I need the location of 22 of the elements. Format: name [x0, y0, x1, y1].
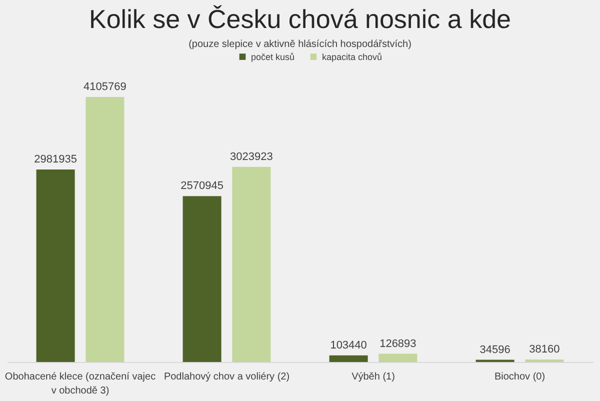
data-label: 126893 [380, 338, 416, 350]
bar [329, 355, 368, 362]
data-label: 4105769 [84, 81, 126, 93]
x-tick-label: Výběh (1) [352, 372, 395, 382]
data-label: 2570945 [180, 180, 224, 192]
x-tick-label: Podlahový chov a voliéry (2) [164, 372, 290, 382]
data-label: 3023923 [230, 150, 273, 163]
chart-subtitle: (pouze slepice v aktivně hlásících hospodářstvích) [188, 39, 412, 50]
x-tick-label: Obohacené klece (označení vajec v obchodě 3) [4, 372, 156, 396]
bar [86, 97, 124, 362]
bar [232, 166, 271, 362]
bar [36, 170, 75, 362]
data-label: 103440 [330, 339, 367, 352]
x-tick-label: Biochov (0) [494, 372, 546, 382]
data-label: 38160 [529, 344, 560, 356]
data-label: 34596 [480, 344, 510, 356]
bar [182, 196, 222, 362]
bar [378, 354, 418, 362]
legend-label: počet kusů [251, 52, 295, 62]
data-label: 2981935 [34, 154, 77, 166]
chart-title: Kolik se v Česku chová nosnic a kde [89, 4, 511, 34]
legend-label: kapacita chovů [322, 52, 382, 62]
